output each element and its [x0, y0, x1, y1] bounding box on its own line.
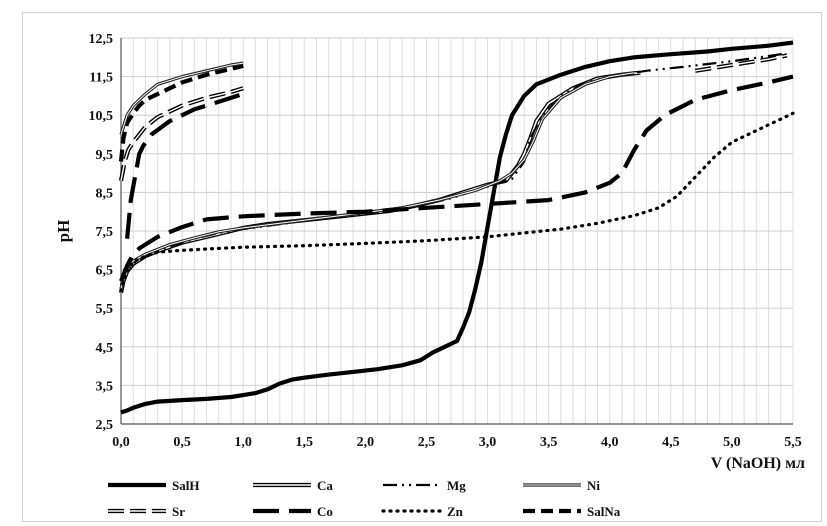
- y-axis-label: pH: [54, 220, 73, 243]
- x-tick-label: 0,5: [173, 435, 191, 450]
- x-axis-label: V (NaOH) мл: [711, 455, 805, 472]
- series-co: [119, 74, 794, 282]
- x-tick-label: 5,5: [784, 435, 802, 450]
- legend-item: Zn: [381, 504, 464, 519]
- series-unlabeled-9: [125, 91, 244, 239]
- series-sr: [694, 53, 788, 73]
- series-unlabeled-8: [118, 86, 244, 182]
- legend-label: SalH: [172, 478, 199, 493]
- series-line: [125, 91, 244, 239]
- series-line: [118, 70, 641, 294]
- series-zn: [119, 111, 795, 293]
- y-tick-label: 10,5: [89, 109, 114, 124]
- grid: [120, 37, 794, 425]
- series-line: [695, 54, 788, 72]
- x-tick-label: 3,0: [479, 435, 497, 450]
- x-tick-label: 1,5: [296, 435, 314, 450]
- y-tick-label: 8,5: [96, 186, 114, 201]
- legend-label: Co: [317, 504, 333, 519]
- y-tick-label: 5,5: [96, 302, 114, 317]
- y-tick-label: 9,5: [96, 148, 114, 163]
- legend: SalH Ca Mg Ni Sr Co Zn SalNa: [108, 478, 621, 519]
- legend-item: Ni: [523, 478, 600, 493]
- y-tick-label: 7,5: [96, 225, 114, 240]
- legend-item: SalNa: [523, 504, 621, 519]
- series-line: [119, 74, 794, 282]
- legend-label: Ca: [317, 478, 333, 493]
- legend-item: SalH: [108, 478, 199, 493]
- x-tick-label: 2,5: [418, 435, 436, 450]
- legend-label: Zn: [447, 504, 464, 519]
- series-line: [120, 62, 244, 135]
- x-tick-label: 5,0: [723, 435, 741, 450]
- series-mg: [119, 52, 788, 286]
- axes: [120, 38, 793, 425]
- legend-item: Mg: [383, 478, 466, 493]
- series-ca: [118, 70, 641, 294]
- y-tick-label: 4,5: [96, 341, 114, 356]
- series-unlabeled-10: [119, 61, 244, 135]
- x-tick-label: 2,0: [357, 435, 375, 450]
- legend-label: Ni: [587, 478, 600, 493]
- series-line: [120, 71, 641, 293]
- y-tick-label: 2,5: [96, 418, 114, 433]
- legend-item: Ca: [253, 478, 333, 493]
- x-tick-label: 4,0: [601, 435, 619, 450]
- y-tick-label: 3,5: [96, 379, 114, 394]
- legend-item: Co: [253, 504, 333, 519]
- series-salh: [120, 40, 794, 415]
- legend-item: Sr: [108, 504, 185, 519]
- y-tick-label: 12,5: [89, 32, 114, 47]
- legend-label: Mg: [447, 478, 466, 493]
- series-line: [120, 87, 244, 181]
- titration-chart: 2,5 3,5 4,5 5,5 6,5 7,5 8,5 9,5 10,5 11,5 12,5 0,0 0…: [54, 32, 805, 519]
- x-tick-label: 4,5: [662, 435, 680, 450]
- tick-labels: 2,5 3,5 4,5 5,5 6,5 7,5 8,5 9,5 10,5 11,5 12,5 0,0 0…: [89, 32, 802, 450]
- series-line: [119, 52, 788, 286]
- legend-label: SalNa: [587, 504, 621, 519]
- y-tick-label: 11,5: [89, 71, 113, 86]
- series-line: [120, 40, 794, 415]
- y-tick-label: 6,5: [96, 264, 114, 279]
- legend-label: Sr: [172, 504, 185, 519]
- x-tick-label: 1,0: [234, 435, 252, 450]
- x-tick-label: 0,0: [112, 435, 130, 450]
- series-line: [119, 111, 795, 293]
- chart-frame: 2,5 3,5 4,5 5,5 6,5 7,5 8,5 9,5 10,5 11,5 12,5 0,0 0…: [22, 12, 822, 522]
- x-tick-label: 3,5: [540, 435, 558, 450]
- series-group: [118, 40, 795, 415]
